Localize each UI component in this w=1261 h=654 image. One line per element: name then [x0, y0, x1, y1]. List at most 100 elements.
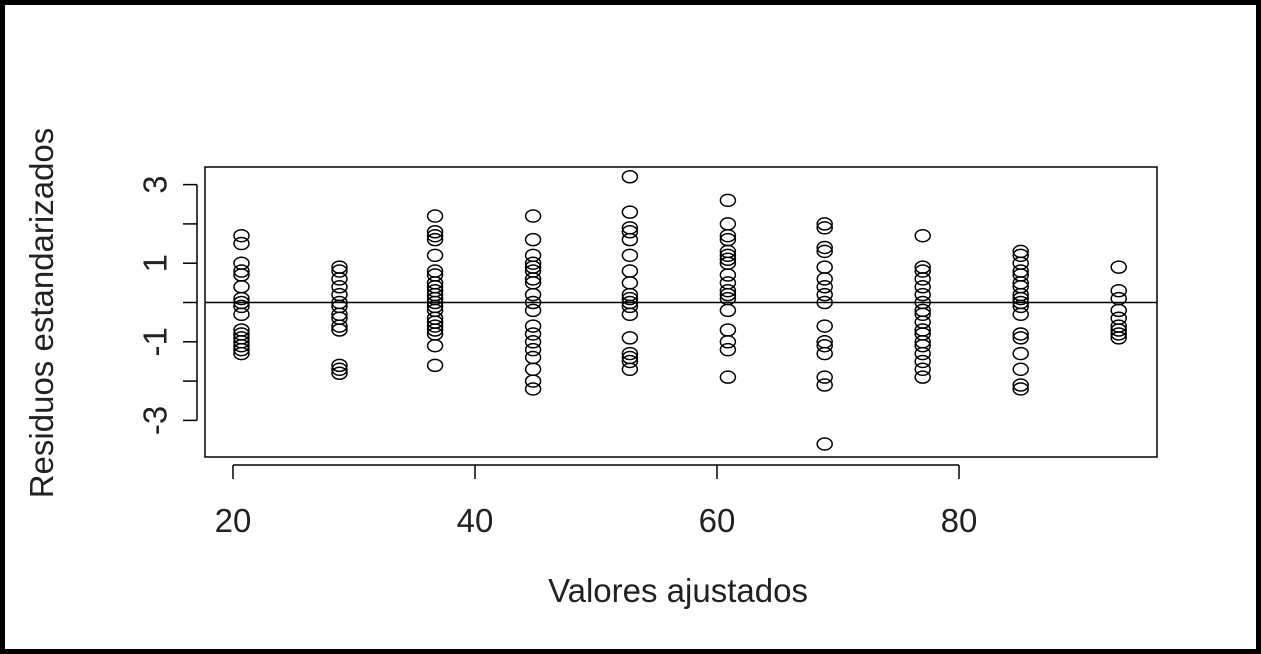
data-point: [1012, 362, 1029, 377]
data-point: [233, 264, 250, 278]
data-point: [233, 228, 250, 243]
data-point: [524, 362, 542, 377]
data-point: [524, 303, 542, 318]
data-point: [524, 295, 542, 310]
data-point: [233, 307, 250, 322]
x-tick-label: 80: [941, 502, 978, 539]
data-point: [524, 319, 542, 333]
data-point: [524, 374, 542, 388]
x-tick-label: 40: [457, 502, 494, 539]
data-point: [524, 209, 542, 223]
data-point: [816, 244, 833, 259]
data-point: [816, 346, 833, 361]
x-tick-label: 60: [699, 502, 736, 539]
data-point: [1012, 299, 1029, 314]
data-point: [719, 193, 737, 208]
data-point: [1012, 327, 1029, 341]
data-points: [233, 169, 1127, 451]
data-point: [621, 346, 639, 361]
data-point: [426, 225, 444, 239]
data-point: [1012, 378, 1029, 392]
data-point: [719, 228, 737, 243]
data-point: [621, 291, 639, 306]
data-point: [719, 252, 737, 267]
data-point: [331, 280, 348, 294]
data-point: [331, 272, 348, 286]
residuals-scatter-chart: 20 40 60 80 3 1 -1 -3 Valores ajustados Residu…: [23, 128, 1158, 609]
data-point: [426, 358, 444, 373]
data-point: [621, 307, 639, 322]
data-point: [524, 327, 542, 341]
data-point: [524, 256, 542, 270]
data-point: [1012, 331, 1029, 345]
data-point: [914, 228, 931, 243]
data-point: [524, 287, 542, 302]
data-point: [426, 228, 444, 243]
data-point: [426, 232, 444, 247]
data-point: [524, 232, 542, 247]
data-point: [719, 248, 737, 263]
data-point: [914, 338, 931, 353]
y-axis-label: Residuos estandarizados: [23, 128, 60, 499]
data-point: [719, 303, 737, 318]
data-point: [1012, 346, 1029, 361]
data-point: [524, 382, 542, 396]
data-point: [233, 346, 250, 361]
data-point: [621, 276, 639, 290]
data-point: [621, 225, 639, 239]
data-point: [816, 260, 833, 274]
data-point: [524, 335, 542, 349]
data-point: [1110, 331, 1127, 345]
data-point: [816, 280, 833, 294]
data-point: [621, 232, 639, 247]
data-point: [816, 240, 833, 255]
data-point: [816, 295, 833, 310]
data-point: [621, 169, 639, 184]
data-point: [719, 287, 737, 302]
plot-area-box: [204, 166, 1158, 458]
data-point: [621, 354, 639, 369]
data-point: [524, 342, 542, 357]
x-axis-label: Valores ajustados: [548, 572, 808, 609]
data-point: [331, 323, 348, 337]
data-point: [621, 299, 639, 314]
x-tick-label: 20: [215, 502, 252, 539]
data-point: [816, 217, 833, 231]
data-point: [426, 209, 444, 223]
data-point: [719, 268, 737, 282]
data-point: [719, 335, 737, 349]
data-point: [719, 283, 737, 298]
data-point: [914, 287, 931, 302]
data-point: [621, 248, 639, 263]
y-axis: 3 1 -1 -3: [137, 175, 198, 435]
data-point: [816, 221, 833, 235]
data-point: [233, 236, 250, 251]
data-point: [1012, 291, 1029, 306]
data-point: [1012, 307, 1029, 322]
data-point: [719, 370, 737, 384]
data-point: [816, 370, 833, 384]
data-point: [719, 323, 737, 337]
data-point: [331, 264, 348, 278]
x-axis: 20 40 60 80: [215, 464, 978, 539]
data-point: [1110, 283, 1127, 298]
data-point: [426, 323, 444, 337]
data-point: [233, 342, 250, 357]
data-point: [331, 358, 348, 373]
data-point: [233, 338, 250, 353]
data-point: [914, 264, 931, 278]
data-point: [816, 272, 833, 286]
data-point: [914, 346, 931, 361]
data-point: [621, 331, 639, 345]
y-tick-label: -3: [137, 406, 174, 435]
data-point: [1110, 327, 1127, 341]
data-point: [331, 362, 348, 377]
data-point: [233, 299, 250, 314]
y-tick-label: 1: [137, 254, 174, 272]
data-point: [914, 370, 931, 384]
data-point: [233, 280, 250, 294]
data-point: [816, 319, 833, 333]
data-point: [233, 291, 250, 306]
data-point: [426, 295, 444, 310]
data-point: [621, 362, 639, 377]
